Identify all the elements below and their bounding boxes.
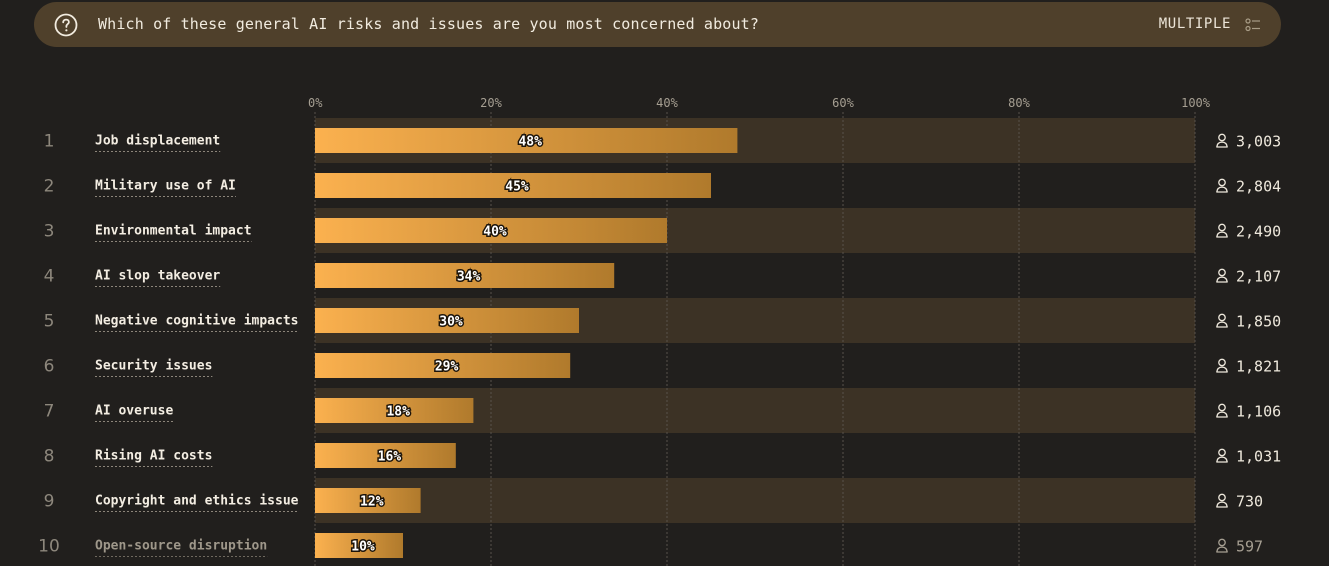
respondent-count: 2,107 — [1236, 268, 1281, 286]
bar-value-label: 10% — [351, 540, 375, 555]
bar-row: 4 AI slop takeover 34% 2,107 — [44, 263, 1281, 288]
multiple-select-icon — [1245, 18, 1260, 32]
rank-number: 6 — [44, 357, 55, 377]
person-icon — [1216, 313, 1228, 328]
person-icon — [1216, 493, 1228, 508]
bar-value-label: 29% — [435, 360, 459, 375]
person-icon — [1216, 358, 1228, 373]
respondent-count: 2,804 — [1236, 178, 1281, 196]
bar — [315, 128, 738, 153]
bar — [315, 488, 421, 513]
person-icon — [1216, 538, 1228, 553]
respondent-count: 1,106 — [1236, 403, 1281, 421]
bar-row: 5 Negative cognitive impacts 30% 1,850 — [44, 308, 1281, 333]
rank-number: 3 — [44, 222, 55, 242]
person-icon — [1216, 268, 1228, 283]
bar — [315, 533, 403, 558]
rank-number: 5 — [44, 312, 55, 332]
category-label: Military use of AI — [95, 179, 236, 194]
category-label: Negative cognitive impacts — [95, 314, 299, 329]
person-icon — [1216, 133, 1228, 148]
question-text: Which of these general AI risks and issu… — [98, 15, 760, 33]
bar — [315, 353, 571, 378]
bar-row: 6 Security issues 29% 1,821 — [44, 353, 1281, 378]
rank-number: 10 — [38, 537, 60, 557]
category-label: AI overuse — [95, 404, 173, 419]
category-label: Open-source disruption — [95, 539, 267, 554]
x-tick-label: 60% — [832, 96, 854, 110]
category-label: Job displacement — [95, 134, 220, 149]
bar-row: 9 Copyright and ethics issue 12% 730 — [44, 488, 1263, 513]
rank-number: 8 — [44, 447, 55, 467]
rank-number: 9 — [44, 492, 55, 512]
rank-number: 7 — [44, 402, 55, 422]
x-tick-label: 40% — [656, 96, 678, 110]
person-icon — [1216, 448, 1228, 463]
bar-row: 8 Rising AI costs 16% 1,031 — [44, 443, 1281, 468]
respondent-count: 1,821 — [1236, 358, 1281, 376]
bar-value-label: 34% — [457, 270, 481, 285]
person-icon — [1216, 223, 1228, 238]
person-icon — [1216, 403, 1228, 418]
question-circle-icon — [54, 13, 78, 37]
respondent-count: 3,003 — [1236, 133, 1281, 151]
bar — [315, 398, 474, 423]
respondent-count: 1,850 — [1236, 313, 1281, 331]
bar — [315, 173, 711, 198]
category-label: Environmental impact — [95, 224, 252, 239]
category-label: AI slop takeover — [95, 269, 220, 284]
bar-value-label: 16% — [378, 450, 402, 465]
bar — [315, 263, 615, 288]
rank-number: 1 — [44, 132, 55, 152]
bar-row: 1 Job displacement 48% 3,003 — [44, 128, 1281, 153]
x-tick-label: 0% — [308, 96, 323, 110]
rank-number: 4 — [44, 267, 55, 287]
x-tick-label: 80% — [1008, 96, 1030, 110]
bar-value-label: 30% — [439, 315, 463, 330]
bar-row: 7 AI overuse 18% 1,106 — [44, 398, 1281, 423]
bar — [315, 443, 456, 468]
respondent-count: 597 — [1236, 538, 1263, 556]
category-label: Rising AI costs — [95, 449, 212, 464]
bar-row: 3 Environmental impact 40% 2,490 — [44, 218, 1281, 243]
bar-row: 2 Military use of AI 45% 2,804 — [44, 173, 1281, 198]
bar — [315, 308, 579, 333]
question-header: Which of these general AI risks and issu… — [34, 2, 1281, 47]
respondent-count: 730 — [1236, 493, 1263, 511]
question-type-label: MULTIPLE — [1158, 16, 1231, 32]
bar-row: 10 Open-source disruption 10% 597 — [38, 533, 1263, 558]
respondent-count: 1,031 — [1236, 448, 1281, 466]
rank-number: 2 — [44, 177, 55, 197]
bar-value-label: 40% — [483, 225, 507, 240]
bar-value-label: 48% — [518, 135, 542, 150]
x-tick-label: 100% — [1181, 96, 1211, 110]
category-label: Security issues — [95, 359, 212, 374]
category-label: Copyright and ethics issue — [95, 494, 299, 509]
bar-value-label: 12% — [360, 495, 384, 510]
respondent-count: 2,490 — [1236, 223, 1281, 241]
bar-value-label: 18% — [386, 405, 410, 420]
person-icon — [1216, 178, 1228, 193]
row-band — [315, 478, 1195, 523]
x-tick-label: 20% — [480, 96, 502, 110]
bar-value-label: 45% — [505, 180, 529, 195]
bar — [315, 218, 667, 243]
